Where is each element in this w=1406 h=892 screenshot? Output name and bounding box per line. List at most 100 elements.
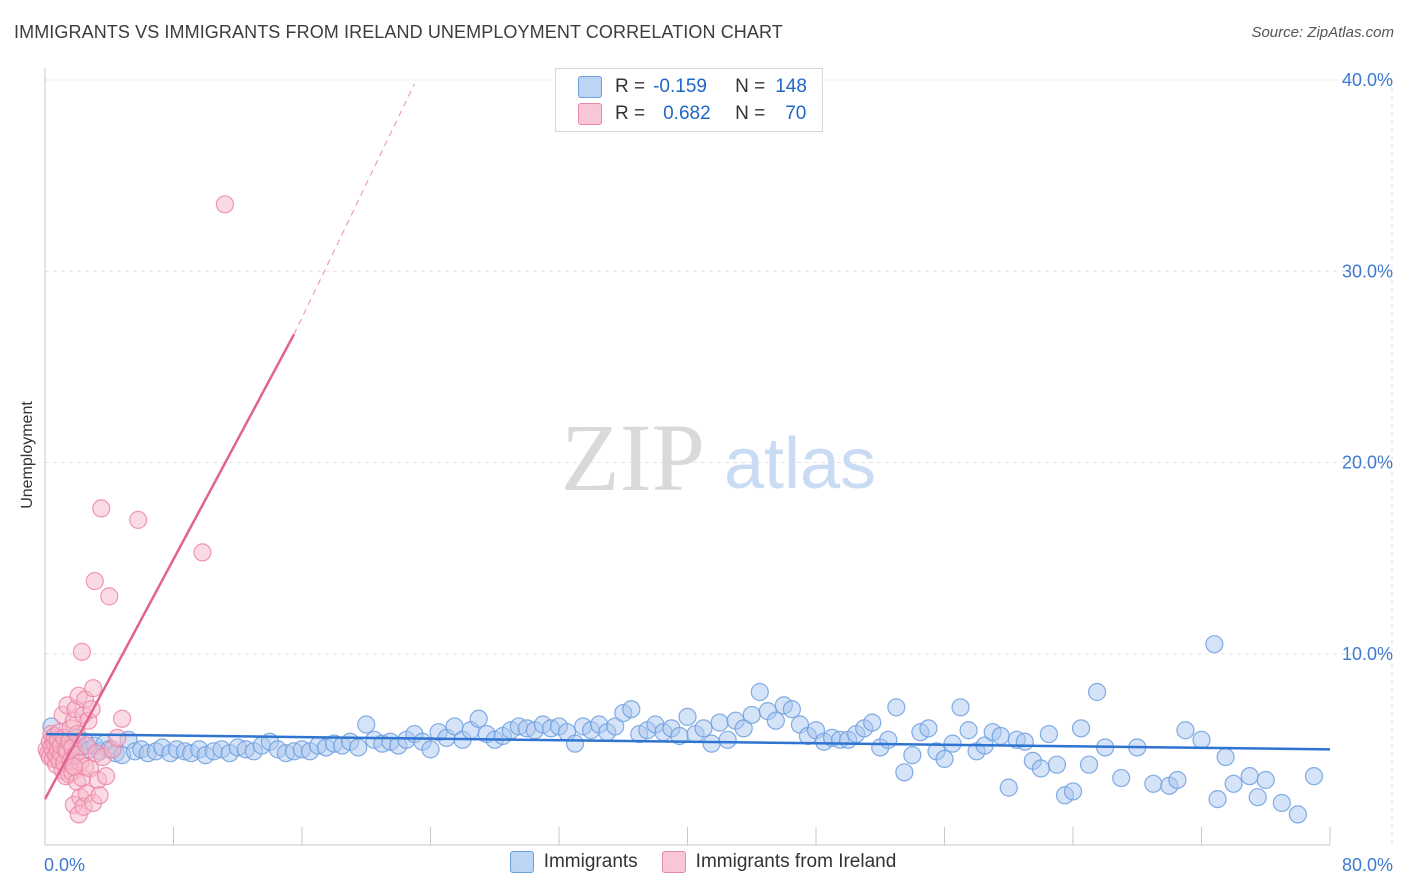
legend-row-immigrants: R = -0.159 N = 148 <box>578 74 807 100</box>
point-immigrants <box>1079 755 1099 774</box>
trend-immigrants <box>46 732 1331 751</box>
point-immigrants <box>1144 774 1163 793</box>
series-legend: Immigrants Immigrants from Ireland <box>0 851 1406 873</box>
y-tick-label: 10.0% <box>1342 644 1393 664</box>
point-immigrants <box>1071 719 1091 738</box>
point-immigrants <box>959 721 978 740</box>
point-immigrants <box>782 700 802 719</box>
point-immigrants <box>1031 759 1050 778</box>
point-immigrants <box>357 715 376 734</box>
point-immigrants <box>895 763 914 782</box>
point-immigrants <box>1015 732 1034 751</box>
legend-n-label: N = <box>735 103 766 124</box>
trend-lines <box>43 83 1331 800</box>
point-immigrants <box>622 700 641 719</box>
legend-r-value: -0.159 <box>653 76 707 97</box>
point-immigrants <box>678 707 697 726</box>
legend-n-value: 148 <box>775 76 807 97</box>
point-ireland <box>96 767 116 786</box>
tick-labels: 10.0% 20.0% 30.0% 40.0% 0.0% 80.0% <box>44 70 1393 875</box>
legend-item-immigrants: Immigrants <box>509 851 638 873</box>
point-immigrants <box>710 713 729 732</box>
y-tick-label: 30.0% <box>1342 261 1393 281</box>
point-immigrants <box>1248 788 1267 807</box>
trend-ireland-extension <box>293 83 415 335</box>
point-immigrants <box>1288 805 1307 824</box>
point-immigrants <box>1192 730 1211 749</box>
watermark-atlas: atlas <box>724 424 876 504</box>
point-immigrants <box>1224 774 1243 793</box>
point-immigrants <box>1205 635 1224 654</box>
point-immigrants <box>991 726 1010 746</box>
point-immigrants <box>1087 682 1107 702</box>
point-immigrants <box>1047 755 1067 774</box>
grid-lines <box>45 79 1393 845</box>
point-ireland <box>108 728 127 748</box>
legend-swatch-pink <box>578 103 602 125</box>
point-immigrants <box>879 730 898 749</box>
y-tick-label: 20.0% <box>1342 453 1393 473</box>
point-immigrants <box>887 698 906 717</box>
legend-label-immigrants: Immigrants <box>543 851 638 872</box>
point-immigrants <box>702 734 721 753</box>
y-tick-label: 40.0% <box>1342 70 1393 90</box>
point-immigrants <box>750 682 769 702</box>
point-ireland <box>193 543 212 562</box>
watermark-zip: ZIP <box>561 404 705 511</box>
x-tick-label-max: 80.0% <box>1342 855 1393 875</box>
legend-n-label: N = <box>735 76 766 97</box>
axes <box>44 68 1331 846</box>
legend-swatch-blue <box>578 76 602 98</box>
point-immigrants <box>919 719 938 738</box>
legend-label-ireland: Immigrants from Ireland <box>695 851 897 872</box>
point-immigrants <box>1176 721 1195 740</box>
point-immigrants <box>1112 768 1131 788</box>
point-immigrants <box>718 730 737 749</box>
point-immigrants <box>742 705 761 725</box>
watermark: ZIP atlas <box>561 404 876 511</box>
point-immigrants <box>1256 770 1275 790</box>
point-immigrants <box>565 734 585 753</box>
point-immigrants <box>863 713 882 732</box>
point-immigrants <box>951 698 970 717</box>
point-immigrants <box>734 719 753 738</box>
point-immigrants <box>694 719 713 738</box>
correlation-legend: R = -0.159 N = 148 R = 0.682 N = 70 <box>555 68 823 132</box>
point-ireland <box>64 757 84 776</box>
point-immigrants <box>903 746 922 765</box>
legend-swatch-blue <box>509 851 534 873</box>
legend-swatch-pink <box>661 851 686 873</box>
legend-n-value: 70 <box>785 103 807 124</box>
legend-r-value: 0.682 <box>663 103 711 124</box>
point-ireland <box>215 195 234 214</box>
point-ireland <box>92 499 111 518</box>
point-immigrants <box>1208 789 1227 809</box>
point-immigrants <box>1039 724 1059 744</box>
series-immigrants <box>42 635 1324 824</box>
point-immigrants <box>935 749 954 769</box>
series-immigrants-from-ireland <box>37 195 234 824</box>
chart-title: IMMIGRANTS VS IMMIGRANTS FROM IRELAND UN… <box>14 22 783 42</box>
point-ireland <box>129 510 148 529</box>
point-immigrants <box>349 738 368 757</box>
point-immigrants <box>469 709 488 728</box>
legend-r-label: R = <box>615 76 646 97</box>
legend-item-ireland: Immigrants from Ireland <box>661 851 897 873</box>
point-ireland <box>90 786 109 805</box>
point-ireland <box>72 642 92 661</box>
x-tick-label-min: 0.0% <box>44 855 85 875</box>
source-credit: Source: ZipAtlas.com <box>1251 24 1394 41</box>
point-ireland <box>100 587 119 606</box>
point-immigrants <box>1063 782 1083 801</box>
point-immigrants <box>1272 793 1291 813</box>
legend-row-ireland: R = 0.682 N = 70 <box>578 101 806 127</box>
point-immigrants <box>421 740 440 759</box>
point-immigrants <box>1240 767 1259 786</box>
trend-ireland <box>43 333 296 800</box>
point-immigrants <box>766 711 785 730</box>
point-immigrants <box>1216 747 1235 767</box>
point-immigrants <box>999 778 1018 797</box>
point-ireland <box>84 679 103 698</box>
point-immigrants <box>606 717 625 736</box>
